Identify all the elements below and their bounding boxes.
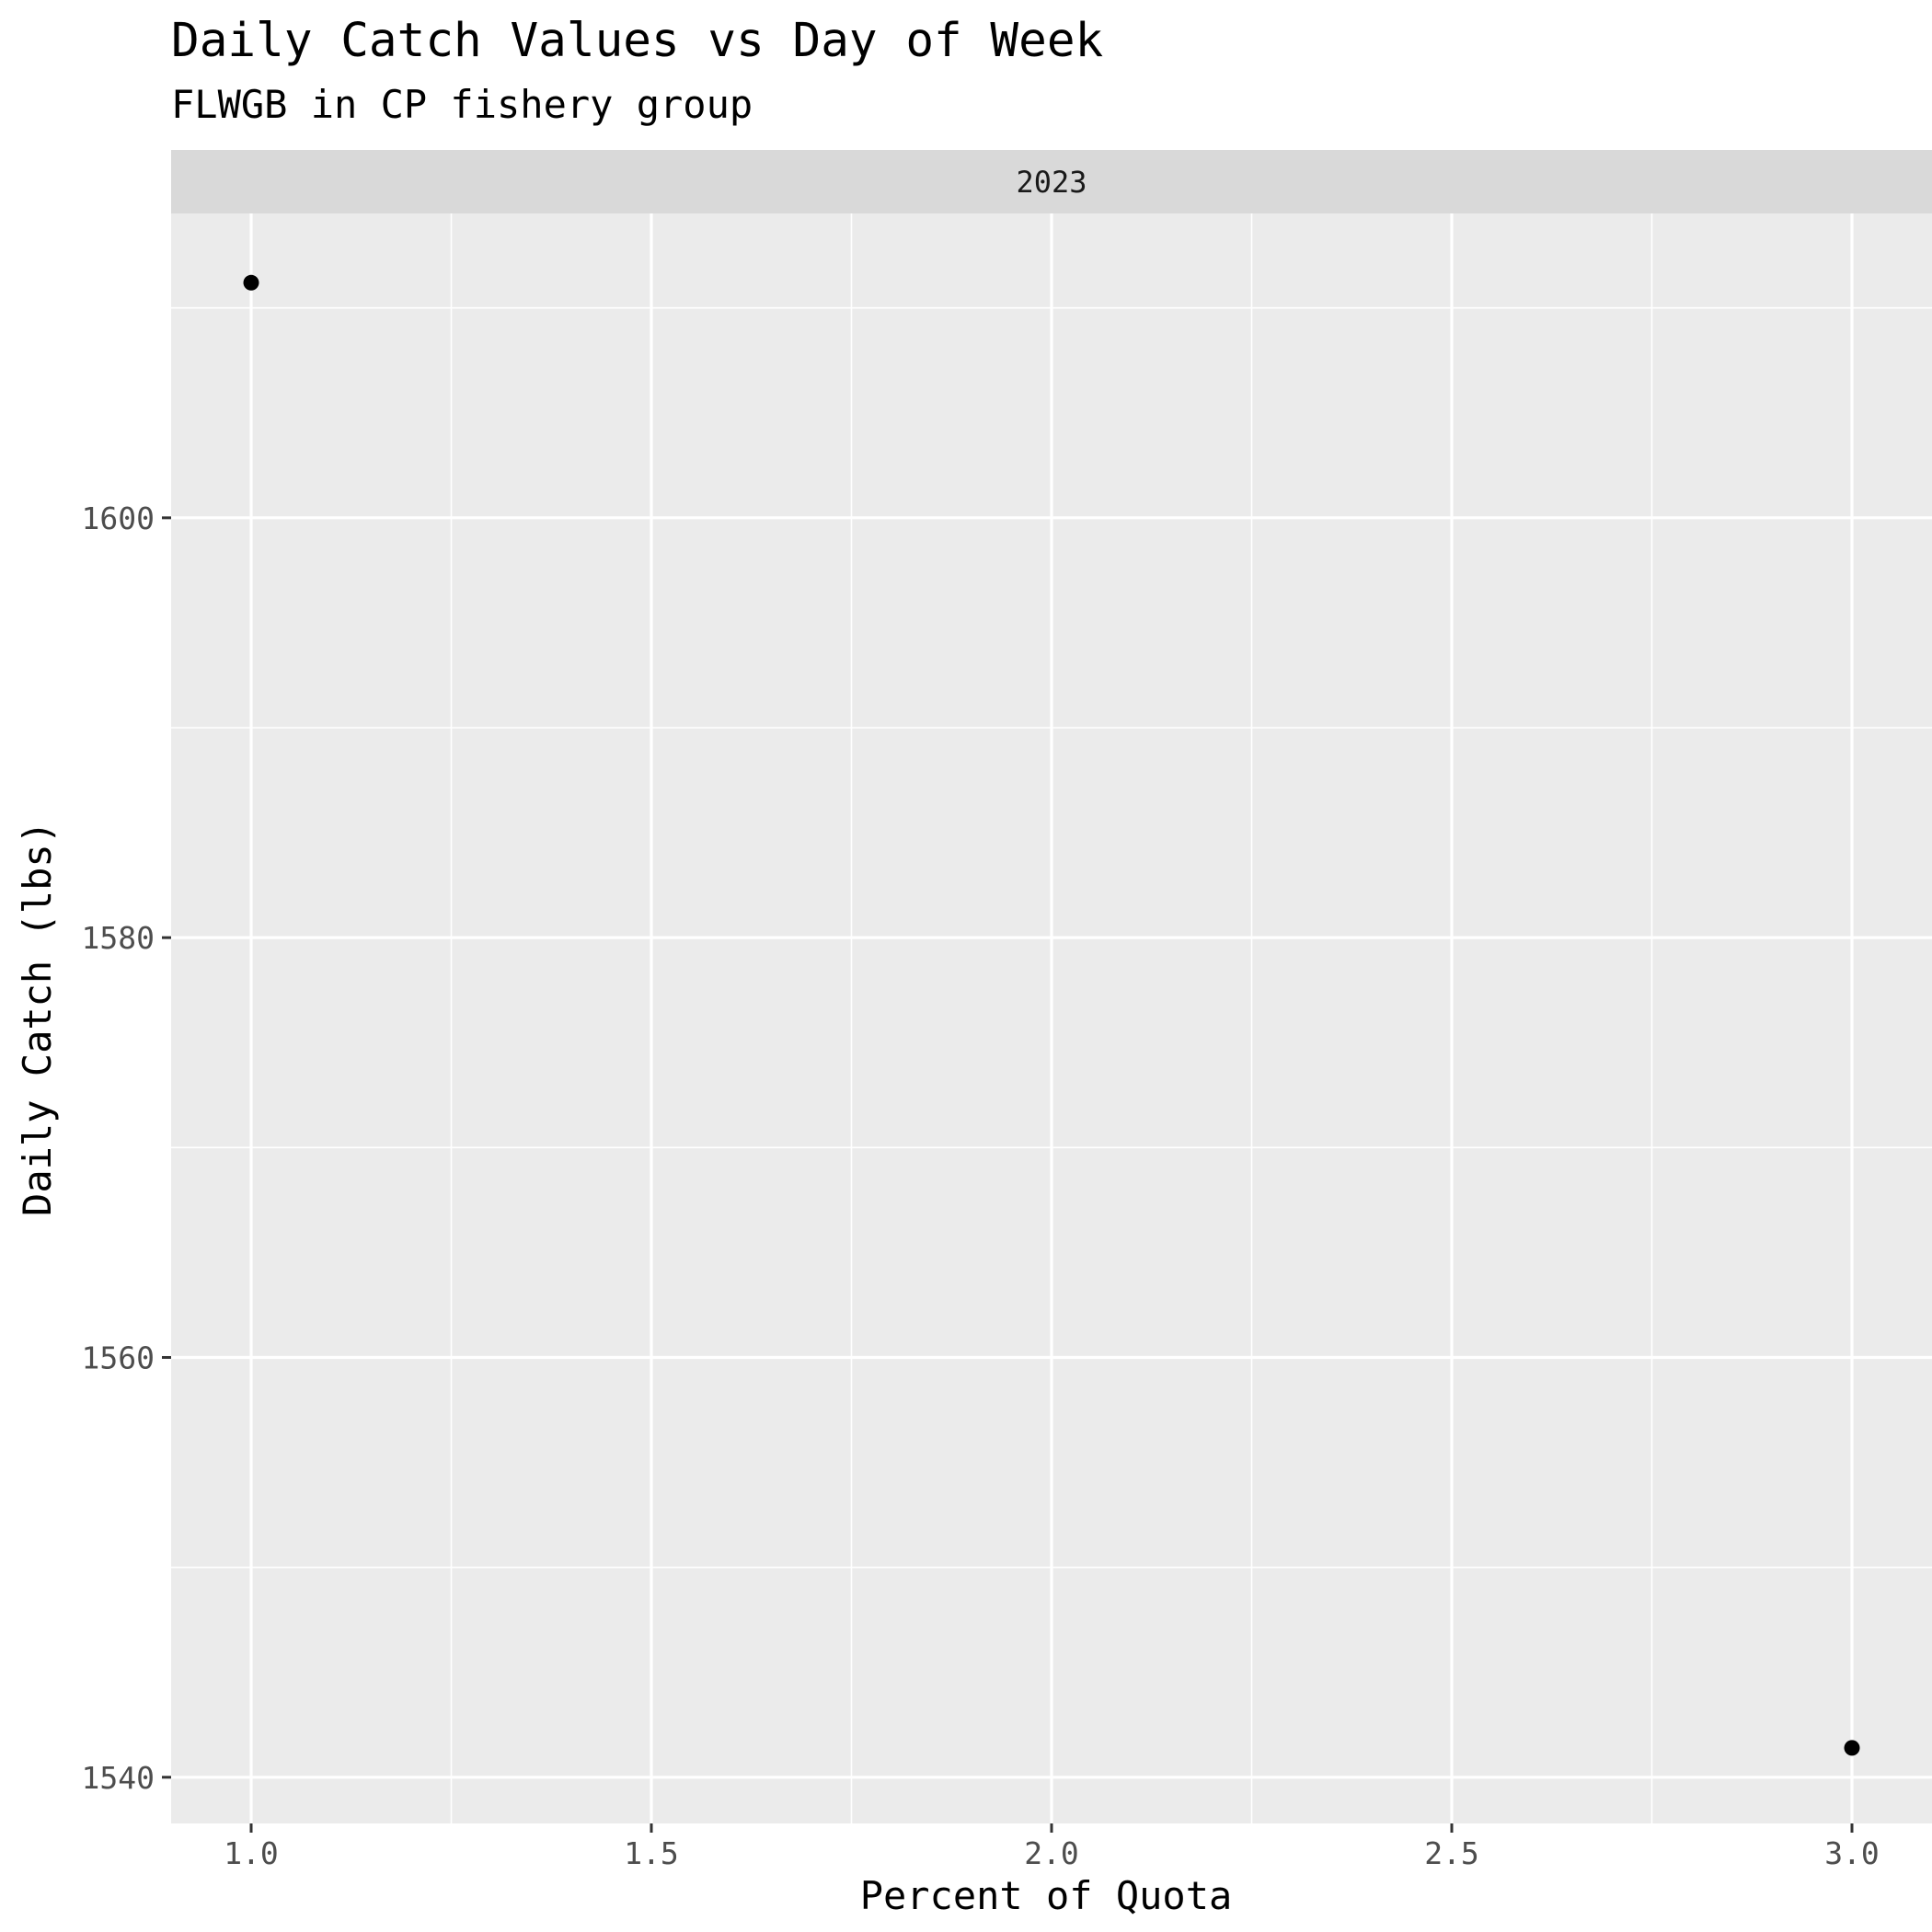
x-tick-label: 1.5: [624, 1835, 679, 1871]
x-tick-label: 3.0: [1824, 1835, 1880, 1871]
x-tick-label: 1.0: [224, 1835, 279, 1871]
y-tick-label: 1560: [82, 1340, 155, 1375]
y-tick-label: 1540: [82, 1760, 155, 1796]
facet-strip: [171, 150, 1932, 213]
chart-title: Daily Catch Values vs Day of Week: [171, 14, 1103, 68]
y-tick-label: 1580: [82, 920, 155, 956]
axis-ticks: [162, 516, 1854, 1833]
chart-subtitle: FLWGB in CP fishery group: [171, 82, 753, 127]
major-gridlines: [171, 213, 1932, 1823]
x-tick-label: 2.5: [1424, 1835, 1479, 1871]
y-axis-title: Daily Catch (lbs): [15, 821, 60, 1216]
y-tick-label: 1600: [82, 500, 155, 536]
facet-strip-label: 2023: [1016, 165, 1087, 200]
data-points: [243, 274, 1860, 1756]
x-tick-label: 2.0: [1024, 1835, 1079, 1871]
data-point: [243, 274, 259, 291]
x-axis-title: Percent of Quota: [860, 1873, 1233, 1918]
tick-labels: 1.0 1.5 2.0 2.5 3.0 1540 1560 1580 1600: [82, 500, 1880, 1871]
data-point: [1844, 1740, 1860, 1756]
